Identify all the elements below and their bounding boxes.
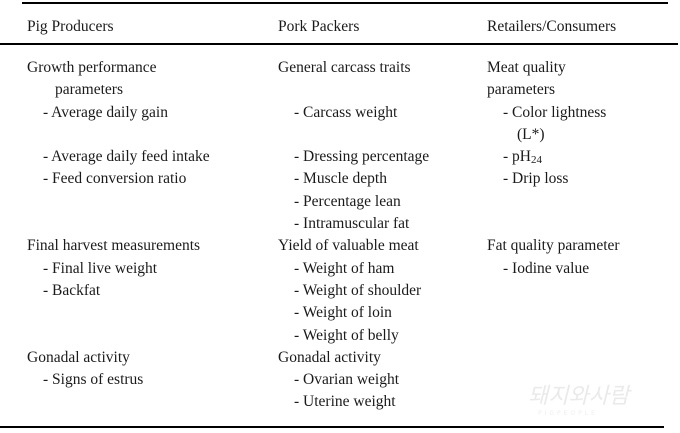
line-text: Fat quality parameter — [487, 237, 620, 255]
header-retailers-consumers: Retailers/Consumers — [487, 18, 617, 35]
watermark-logo: 돼지와사람 PIGPEOPLE — [528, 384, 630, 417]
table-line: Gonadal activity — [27, 347, 210, 369]
table-line: - Uterine weight — [278, 391, 429, 413]
line-text: Meat quality — [487, 59, 566, 76]
table-line: Gonadal activity — [278, 347, 429, 369]
line-text: - Iodine value — [503, 259, 590, 277]
line-text: - Weight of loin — [294, 304, 392, 322]
table-line: - Dressing percentage — [278, 146, 429, 168]
line-text: Gonadal activity — [278, 348, 381, 366]
table-line: - Final live weight — [27, 258, 210, 280]
spacer — [27, 302, 210, 324]
table-line: - Muscle depth — [278, 168, 429, 190]
table-line: - Color lightness — [487, 102, 620, 124]
line-text: - Weight of ham — [294, 259, 395, 277]
header-pig-producers: Pig Producers — [27, 18, 114, 35]
line-text: - Feed conversion ratio — [43, 170, 187, 188]
table-line: - Weight of shoulder — [278, 280, 429, 302]
table-line: parameters — [27, 79, 210, 101]
column-pig-producers: Growth performance parameters - Average da… — [27, 57, 210, 391]
spacer — [27, 191, 210, 213]
table-line: - Carcass weight — [278, 102, 429, 124]
line-text: (L*) — [517, 125, 545, 143]
line-text: - Final live weight — [43, 259, 158, 277]
line-text: Final harvest measurements — [27, 237, 201, 255]
spacer — [27, 213, 210, 235]
table-line: - pH24 — [487, 146, 620, 168]
line-text: - Weight of shoulder — [294, 281, 422, 299]
spacer — [27, 124, 210, 146]
line-text: - Percentage lean — [294, 192, 401, 210]
column-retailers-consumers: Meat quality parameters - Color lightness (… — [487, 57, 620, 280]
spacer — [487, 191, 620, 213]
table-line: General carcass traits — [278, 57, 429, 79]
line-text: General carcass traits — [278, 59, 411, 76]
line-text: - pH — [503, 148, 531, 166]
spacer — [487, 213, 620, 235]
column-pork-packers: General carcass traits - Carcass weight - … — [278, 57, 429, 414]
table-line: - Backfat — [27, 280, 210, 302]
table-line: Growth performance — [27, 57, 210, 79]
table-line: Yield of valuable meat — [278, 235, 429, 257]
table-line: - Ovarian weight — [278, 369, 429, 391]
line-text: - Dressing percentage — [294, 148, 430, 166]
line-text: - Color lightness — [503, 103, 607, 121]
line-text: - Drip loss — [503, 170, 569, 188]
table-line: - Feed conversion ratio — [27, 168, 210, 190]
bottom-rule — [0, 426, 664, 428]
header-pork-packers: Pork Packers — [278, 18, 360, 35]
table-line: - Intramuscular fat — [278, 213, 429, 235]
table-line: - Signs of estrus — [27, 369, 210, 391]
spacer — [278, 79, 429, 101]
line-text: - Intramuscular fat — [294, 215, 410, 233]
table-line: - Weight of belly — [278, 325, 429, 347]
table-line: - Iodine value — [487, 258, 620, 280]
spacer — [278, 124, 429, 146]
line-text: - Backfat — [43, 281, 101, 299]
subscript: 24 — [530, 154, 542, 167]
table-line: - Weight of ham — [278, 258, 429, 280]
line-text: - Uterine weight — [294, 393, 396, 411]
line-text: - Average daily feed intake — [43, 148, 210, 166]
table-line: - Percentage lean — [278, 191, 429, 213]
table-line: Fat quality parameter — [487, 235, 620, 257]
line-text: - Signs of estrus — [43, 371, 144, 389]
line-text: - Average daily gain — [43, 103, 168, 121]
line-text: parameters — [55, 81, 123, 99]
header-rule — [0, 43, 678, 45]
line-text: Gonadal activity — [27, 348, 130, 366]
table-line: (L*) — [487, 124, 620, 146]
line-text: Yield of valuable meat — [278, 237, 419, 255]
line-text: - Ovarian weight — [294, 371, 400, 389]
table-line: - Average daily gain — [27, 102, 210, 124]
line-text: - Muscle depth — [294, 170, 387, 188]
table-line: Meat quality — [487, 57, 620, 79]
table-line: - Drip loss — [487, 168, 620, 190]
line-text: Growth performance — [27, 59, 157, 76]
line-text: - Weight of belly — [294, 326, 399, 344]
table-line: - Average daily feed intake — [27, 146, 210, 168]
line-text: parameters — [487, 81, 555, 99]
table-line: Final harvest measurements — [27, 235, 210, 257]
line-text: - Carcass weight — [294, 103, 398, 121]
spacer — [27, 325, 210, 347]
table-line: - Weight of loin — [278, 302, 429, 324]
table-line: parameters — [487, 79, 620, 101]
top-rule — [22, 2, 668, 4]
